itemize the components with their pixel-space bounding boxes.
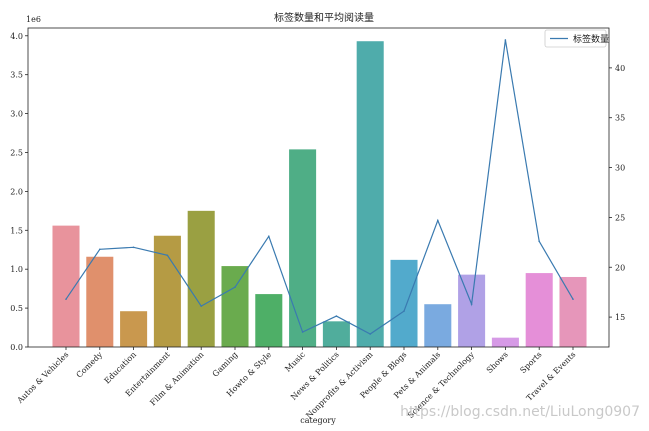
line-point-9: [369, 333, 372, 335]
line-point-8: [335, 315, 338, 317]
x-tick-label-7: Music: [283, 350, 307, 374]
line-point-2: [132, 246, 135, 249]
x-tick-label-2: Education: [103, 350, 138, 385]
left-tick-label-6: 3.0: [10, 110, 23, 119]
legend: 标签数量: [544, 29, 609, 48]
x-tick-label-14: Sports: [518, 350, 543, 375]
line-point-12: [470, 303, 473, 305]
line-point-10: [403, 310, 405, 312]
left-axis: 0.0 0.5 1.0 1.5 2.0 2.5 3.0 3.5 4.0: [10, 32, 28, 352]
x-tick-label-1: Comedy: [75, 350, 105, 380]
bar-12: [458, 274, 486, 347]
bar-2: [120, 311, 148, 347]
left-tick-label-0: 0.0: [10, 343, 23, 352]
line-point-4: [200, 305, 202, 307]
x-tick-label-13: Shows: [485, 350, 510, 375]
bar-15: [559, 276, 587, 347]
bar-3: [153, 235, 181, 347]
bar-11: [424, 304, 452, 347]
bar-group: [52, 41, 587, 347]
x-tick-label-5: Gaming: [211, 350, 240, 379]
bar-13: [491, 337, 519, 347]
left-tick-label-7: 3.5: [10, 71, 23, 80]
line-point-5: [234, 286, 236, 288]
right-tick-label-0: 15: [615, 313, 625, 322]
left-tick-label-8: 4.0: [10, 32, 23, 41]
bar-8: [322, 321, 350, 347]
bar-0: [52, 225, 80, 347]
bar-10: [390, 259, 418, 347]
series-line: [65, 39, 574, 335]
right-tick-label-5: 40: [615, 64, 625, 73]
plot-frame: [27, 27, 610, 348]
bar-6: [255, 294, 283, 347]
bar-5: [221, 266, 249, 347]
left-tick-label-1: 0.5: [10, 304, 23, 313]
line-point-11: [437, 219, 439, 222]
line-point-7: [301, 331, 304, 333]
bar-9: [356, 41, 384, 347]
line-point-0: [65, 298, 67, 300]
line-point-15: [572, 298, 574, 300]
x-tick-label-9: Nonprofits & Activism: [304, 350, 375, 421]
right-tick-label-1: 20: [615, 263, 625, 272]
x-axis-label: category: [300, 416, 336, 425]
bar-7: [289, 149, 317, 347]
left-tick-label-5: 2.5: [10, 148, 23, 157]
right-tick-label-4: 35: [615, 114, 625, 123]
bar-4: [187, 210, 215, 347]
legend-box: [544, 29, 607, 48]
watermark: https://blog.csdn.net/LiuLong0907: [400, 404, 640, 420]
chart-title: 标签数量和平均阅读量: [274, 11, 374, 24]
bar-1: [86, 256, 114, 347]
line-point-14: [538, 240, 540, 243]
y-offset-label: 1e6: [26, 15, 41, 24]
right-axis: 15 20 25 30 35 40: [609, 64, 625, 322]
line-point-6: [268, 235, 270, 238]
bar-14: [525, 273, 553, 347]
line-point-3: [166, 254, 169, 257]
x-tick-label-0: Autos & Vehicles: [15, 350, 71, 406]
legend-label: 标签数量: [573, 33, 609, 45]
line-point-13: [504, 39, 507, 41]
left-tick-label-4: 2.0: [10, 187, 23, 196]
left-tick-label-2: 1.0: [10, 265, 23, 274]
line-group: [65, 39, 574, 335]
right-tick-label-2: 25: [615, 213, 625, 222]
line-point-1: [99, 248, 101, 251]
right-tick-label-3: 30: [615, 164, 625, 173]
left-tick-label-3: 1.5: [10, 226, 23, 235]
